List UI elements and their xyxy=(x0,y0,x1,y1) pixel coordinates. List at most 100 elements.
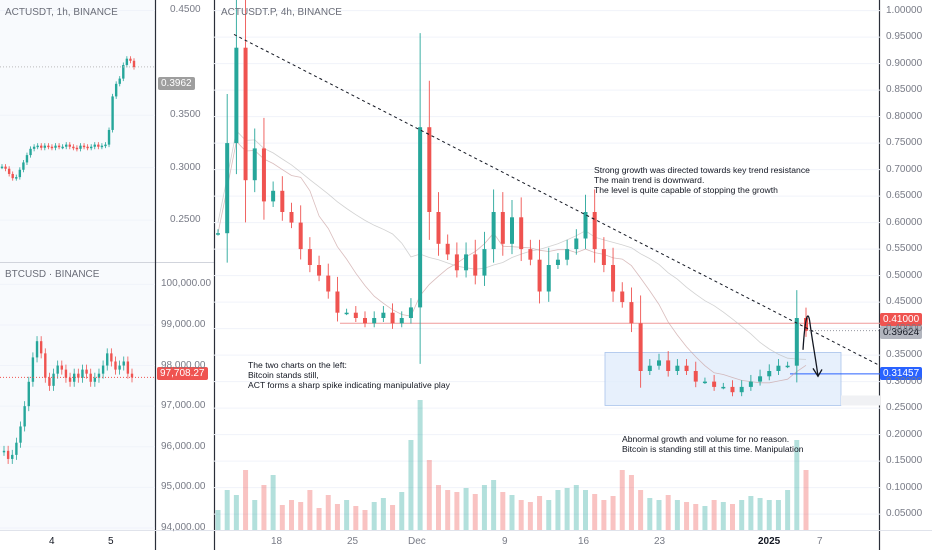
volume-bar xyxy=(702,506,708,530)
main-candle xyxy=(592,212,597,250)
volume-bar xyxy=(298,502,304,530)
act-1h-title: ACTUSDT, 1h, BINANCE xyxy=(5,7,118,18)
volume-bar xyxy=(757,498,763,530)
volume-bar xyxy=(665,495,671,530)
volume-bar xyxy=(334,504,340,530)
btc-candle xyxy=(31,357,35,382)
main-x-tick: 9 xyxy=(502,536,508,547)
volume-bar xyxy=(408,440,414,530)
volume-bar xyxy=(601,500,607,530)
btc-y-tick: 100,000.00 xyxy=(161,278,212,290)
btc-y-tick: 97,000.00 xyxy=(161,400,206,412)
main-y-tick: 0.65000 xyxy=(886,190,923,202)
volume-bar xyxy=(481,485,487,530)
volume-bar xyxy=(619,470,625,530)
main-y-tick: 0.80000 xyxy=(886,110,923,122)
main-candle xyxy=(519,217,524,250)
btc-candle xyxy=(81,369,84,378)
main-x-tick: 23 xyxy=(654,536,666,547)
act-candle xyxy=(22,162,25,170)
volume-annotation: Abnormal growth and volume for no reason… xyxy=(622,434,804,454)
volume-bar xyxy=(454,492,460,530)
act-candle xyxy=(4,166,7,169)
main-candle xyxy=(776,365,781,371)
btc-y-tick: 95,000.00 xyxy=(161,481,206,493)
main-candle xyxy=(399,318,404,324)
volume-bar xyxy=(233,495,239,530)
main-x-tick: 7 xyxy=(817,536,823,547)
main-candle xyxy=(785,365,790,368)
btc-candle xyxy=(68,377,72,382)
main-candle xyxy=(611,265,616,292)
consolidation-zone xyxy=(604,352,842,406)
btc-candle xyxy=(64,369,68,378)
volume-bar xyxy=(720,502,726,530)
main-candle xyxy=(712,381,717,387)
act-candle xyxy=(61,146,64,149)
volume-bar xyxy=(592,494,598,530)
volume-bar xyxy=(472,494,478,530)
main-y-tick: 0.20000 xyxy=(886,428,923,440)
btc-candle xyxy=(60,365,64,370)
btc-title: BTCUSD · BINANCE xyxy=(5,269,100,280)
main-y-tick: 0.50000 xyxy=(886,269,923,281)
btc-candle xyxy=(126,361,130,374)
btc-candle xyxy=(27,381,30,407)
main-candle xyxy=(252,148,257,181)
act-candle xyxy=(11,173,14,179)
volume-bar xyxy=(399,492,405,530)
btc-candle xyxy=(44,353,47,378)
volume-bar xyxy=(491,480,497,530)
act-candle xyxy=(114,83,118,97)
main-candle xyxy=(326,275,331,292)
volume-bar xyxy=(674,500,680,530)
main-candle xyxy=(638,323,643,371)
volume-bar xyxy=(693,504,699,530)
main-y-tick: 0.85000 xyxy=(886,84,923,96)
volume-bar xyxy=(573,485,579,530)
btc-price-tag: 97,708.27 xyxy=(157,367,208,380)
act-candle xyxy=(122,64,125,79)
main-candle xyxy=(216,233,220,235)
main-candle xyxy=(280,190,285,212)
act-y-tick: 0.3000 xyxy=(170,161,201,173)
act-candle xyxy=(68,144,71,147)
main-candle xyxy=(491,212,496,250)
main-candle xyxy=(693,371,698,382)
zone-extension xyxy=(841,395,880,406)
btc-candle xyxy=(101,365,105,374)
act-candle xyxy=(29,148,32,156)
act-candle xyxy=(0,166,4,169)
btc-candle xyxy=(35,341,39,358)
main-y-tick: 0.60000 xyxy=(886,216,923,228)
left-panels-bg xyxy=(0,0,155,530)
main-x-tick: 2025 xyxy=(758,536,781,547)
main-candle xyxy=(372,318,377,324)
volume-bar xyxy=(270,475,276,530)
main-y-tick: 0.45000 xyxy=(886,296,923,308)
main-x-tick: Dec xyxy=(408,536,426,547)
btc-y-tick: 96,000.00 xyxy=(161,440,206,452)
volume-bar xyxy=(775,500,781,530)
volume-bar xyxy=(527,502,533,530)
main-candle xyxy=(758,376,763,382)
btc-y-tick: 94,000.00 xyxy=(161,521,206,533)
volume-bar xyxy=(426,460,432,530)
volume-bar xyxy=(445,490,451,530)
volume-bar xyxy=(224,490,230,530)
volume-bar xyxy=(307,490,313,530)
btc-candle xyxy=(19,426,22,443)
main-y-tick: 0.10000 xyxy=(886,481,923,493)
main-candle xyxy=(390,312,395,324)
main-candle xyxy=(335,291,340,313)
main-candle xyxy=(225,143,230,234)
main-candle xyxy=(537,259,542,292)
volume-bar xyxy=(289,500,294,530)
main-candle xyxy=(666,360,671,371)
act-candle xyxy=(57,145,61,148)
volume-bar xyxy=(252,500,258,530)
main-candle xyxy=(473,254,478,276)
volume-bar xyxy=(518,500,524,530)
volume-bar xyxy=(684,502,690,530)
main-y-tick: 0.40000 xyxy=(886,322,923,334)
